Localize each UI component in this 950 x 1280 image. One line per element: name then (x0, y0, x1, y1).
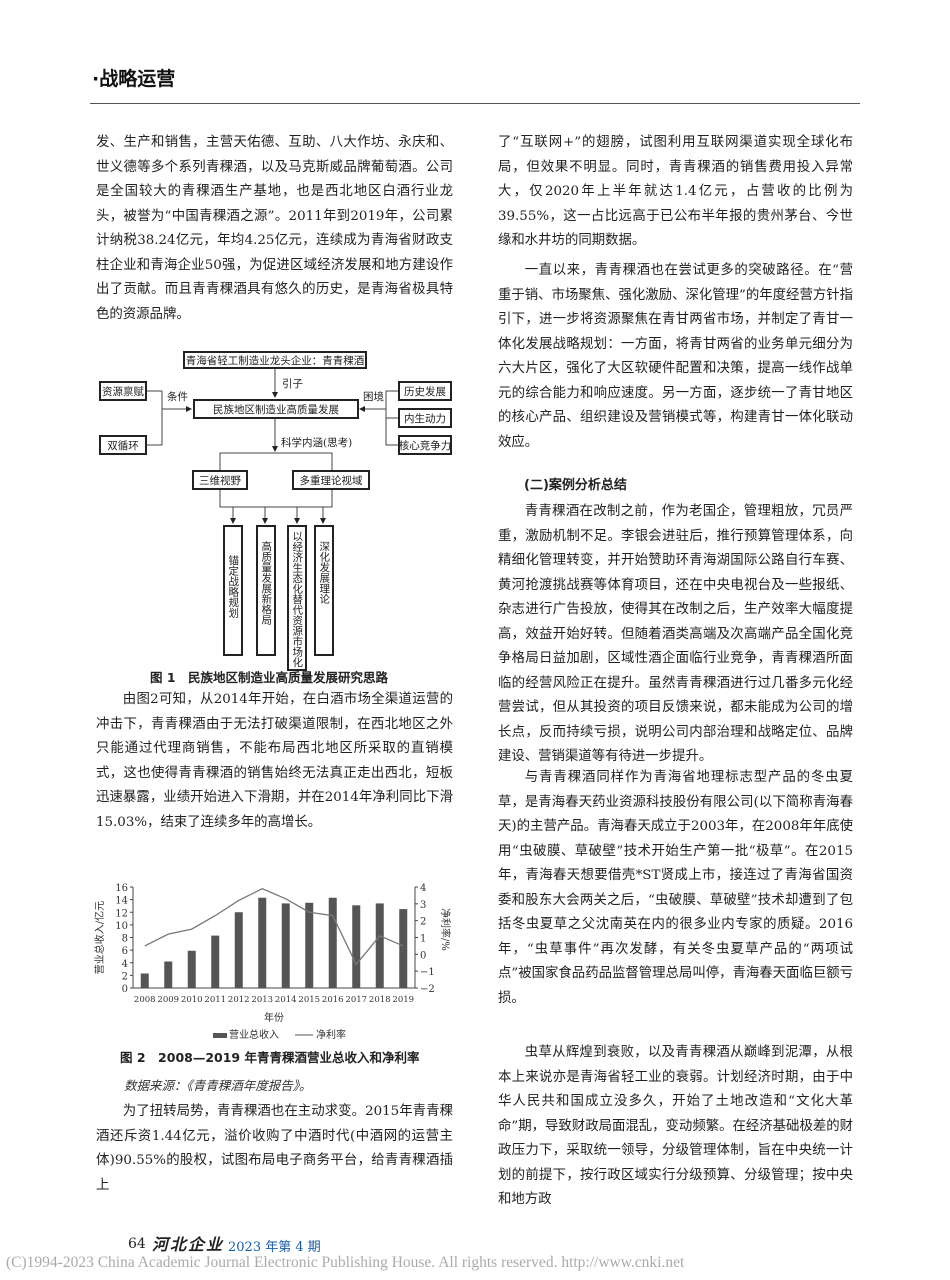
x-tick-label: 2010 (181, 995, 203, 1005)
section-header: ·战略运营 (92, 68, 176, 90)
x-tick-label: 2013 (251, 995, 273, 1005)
right-tick-label: 4 (420, 883, 426, 894)
x-tick-label: 2015 (298, 995, 320, 1005)
y2-axis-title: 净利率/% (439, 908, 452, 951)
left-tick-label: 12 (115, 908, 128, 919)
revenue-bar (140, 973, 149, 988)
section-heading: (二)案例分析总结 (524, 478, 627, 493)
diagram-lead-label: 引子 (282, 378, 303, 390)
right-paragraph-5: 虫草从辉煌到衰败，以及青青稞酒从巅峰到泥潭，从根本上来说亦是青海省轻工业的衰弱。… (498, 1045, 853, 1207)
revenue-bar (234, 912, 243, 988)
left-paragraph-2: 由图2可知，从2014年开始，在白酒市场全渠道运营的冲击下，青青稞酒由于无法打破… (96, 692, 453, 830)
left-tick-label: 6 (122, 946, 128, 957)
left-tick-label: 10 (115, 921, 128, 932)
diagram-outcome-box-1: 锚定战略规划 (223, 525, 243, 656)
x-tick-label: 2018 (369, 995, 391, 1005)
revenue-bar (305, 902, 314, 988)
diagram-outcome-box-4: 深化发展理论 (314, 525, 334, 656)
header-divider (90, 103, 860, 104)
legend-net-margin: 净利率 (316, 1028, 346, 1041)
x-tick-label: 2016 (322, 995, 344, 1005)
diagram-top-box: 青海省轻工制造业龙头企业：青青稞酒 (183, 351, 367, 369)
left-tick-label: 8 (122, 934, 128, 945)
diagram-connectors (147, 368, 398, 524)
x-axis-title: 年份 (264, 1011, 284, 1024)
figure-2-caption: 图 2 2008—2019 年青青稞酒营业总收入和净利率 (120, 1050, 420, 1065)
x-tick-label: 2017 (345, 995, 367, 1005)
x-tick-label: 2011 (204, 995, 226, 1005)
left-tick-label: 0 (122, 984, 128, 995)
figure-1-diagram: 青海省轻工制造业龙头企业：青青稞酒 引子 资源禀赋 双循环 条件 民族地区制造业… (99, 351, 452, 671)
figure-1-caption: 图 1 民族地区制造业高质量发展研究思路 (150, 670, 389, 685)
revenue-bar (281, 903, 290, 988)
diagram-view-box-2: 多重理论视域 (292, 470, 370, 490)
diagram-dilemma-box-3: 核心竞争力 (398, 435, 452, 455)
left-tick-label: 16 (115, 883, 128, 894)
revenue-bar (375, 903, 384, 988)
right-tick-label: 1 (420, 934, 426, 945)
right-paragraph-3: 青青稞酒在改制之前，作为老国企，管理粗放，冗员严重，激励机制不足。李银会进驻后，… (498, 504, 853, 764)
revenue-bar (399, 909, 408, 988)
diagram-cond-label: 条件 (167, 391, 188, 403)
diagram-cond-box-1: 资源禀赋 (99, 381, 147, 401)
legend-revenue: 营业总收入 (229, 1028, 279, 1041)
journal-logo: 河北企业 (152, 1235, 225, 1254)
figure-2-source: 数据来源：《青青稞酒年度报告》。 (124, 1078, 312, 1093)
diagram-outcome-box-2: 高质量发展新格局 (256, 525, 276, 656)
right-tick-label: −1 (420, 967, 435, 978)
revenue-bar (258, 897, 267, 988)
x-tick-label: 2008 (134, 995, 156, 1005)
diagram-outcome-box-3: 以经济生态化替代资源市场化 (287, 525, 307, 671)
x-tick-label: 2019 (392, 995, 414, 1005)
revenue-bar (211, 935, 220, 988)
left-paragraph-3: 为了扭转局势，青青稞酒也在主动求变。2015年青青稞酒还斥资1.44亿元，溢价收… (96, 1104, 453, 1193)
x-tick-label: 2009 (157, 995, 179, 1005)
copyright-notice: (C)1994-2023 China Academic Journal Elec… (6, 1254, 685, 1271)
net-margin-line (144, 887, 404, 966)
right-paragraph-4: 与青青稞酒同样作为青海省地理标志型产品的冬虫夏草，是青海春天药业资源科技股份有限… (498, 770, 853, 1006)
diagram-cond-box-2: 双循环 (99, 435, 147, 455)
left-tick-label: 2 (122, 971, 128, 982)
left-paragraph-1: 发、生产和销售，主营天佑德、互助、八大作坊、永庆和、世义德等多个系列青稞酒，以及… (96, 135, 453, 322)
right-tick-label: 2 (420, 917, 426, 928)
diagram-dilemma-box-2: 内生动力 (398, 408, 452, 428)
diagram-center-box: 民族地区制造业高质量发展 (193, 399, 359, 419)
left-tick-label: 4 (122, 959, 128, 970)
revenue-bar (187, 950, 196, 988)
x-tick-label: 2012 (228, 995, 250, 1005)
right-paragraph-1: 了“互联网+”的翅膀，试图利用互联网渠道实现全球化布局，但效果不明显。同时，青青… (498, 135, 853, 248)
diagram-view-box-1: 三维视野 (192, 470, 248, 490)
right-tick-label: 0 (420, 950, 426, 961)
revenue-bar (352, 905, 361, 988)
legend-bar-swatch (213, 1033, 227, 1038)
diagram-dilemma-box-1: 历史发展 (398, 381, 452, 401)
diagram-connotation-label: 科学内涵(思考) (281, 437, 353, 449)
y-axis-title: 营业总收入/亿元 (93, 901, 106, 974)
page-number: 64 (128, 1236, 146, 1252)
diagram-dilemma-label: 困境 (363, 391, 384, 403)
left-tick-label: 14 (115, 896, 128, 907)
issue-label: 2023 年第 4 期 (228, 1240, 321, 1255)
revenue-bar (328, 897, 337, 988)
right-paragraph-2: 一直以来，青青稞酒也在尝试更多的突破路径。在“营重于销、市场聚焦、强化激励、深化… (498, 263, 853, 450)
right-tick-label: −2 (420, 984, 435, 995)
revenue-bar (164, 961, 173, 988)
x-tick-label: 2014 (275, 995, 297, 1005)
right-tick-label: 3 (420, 900, 426, 911)
